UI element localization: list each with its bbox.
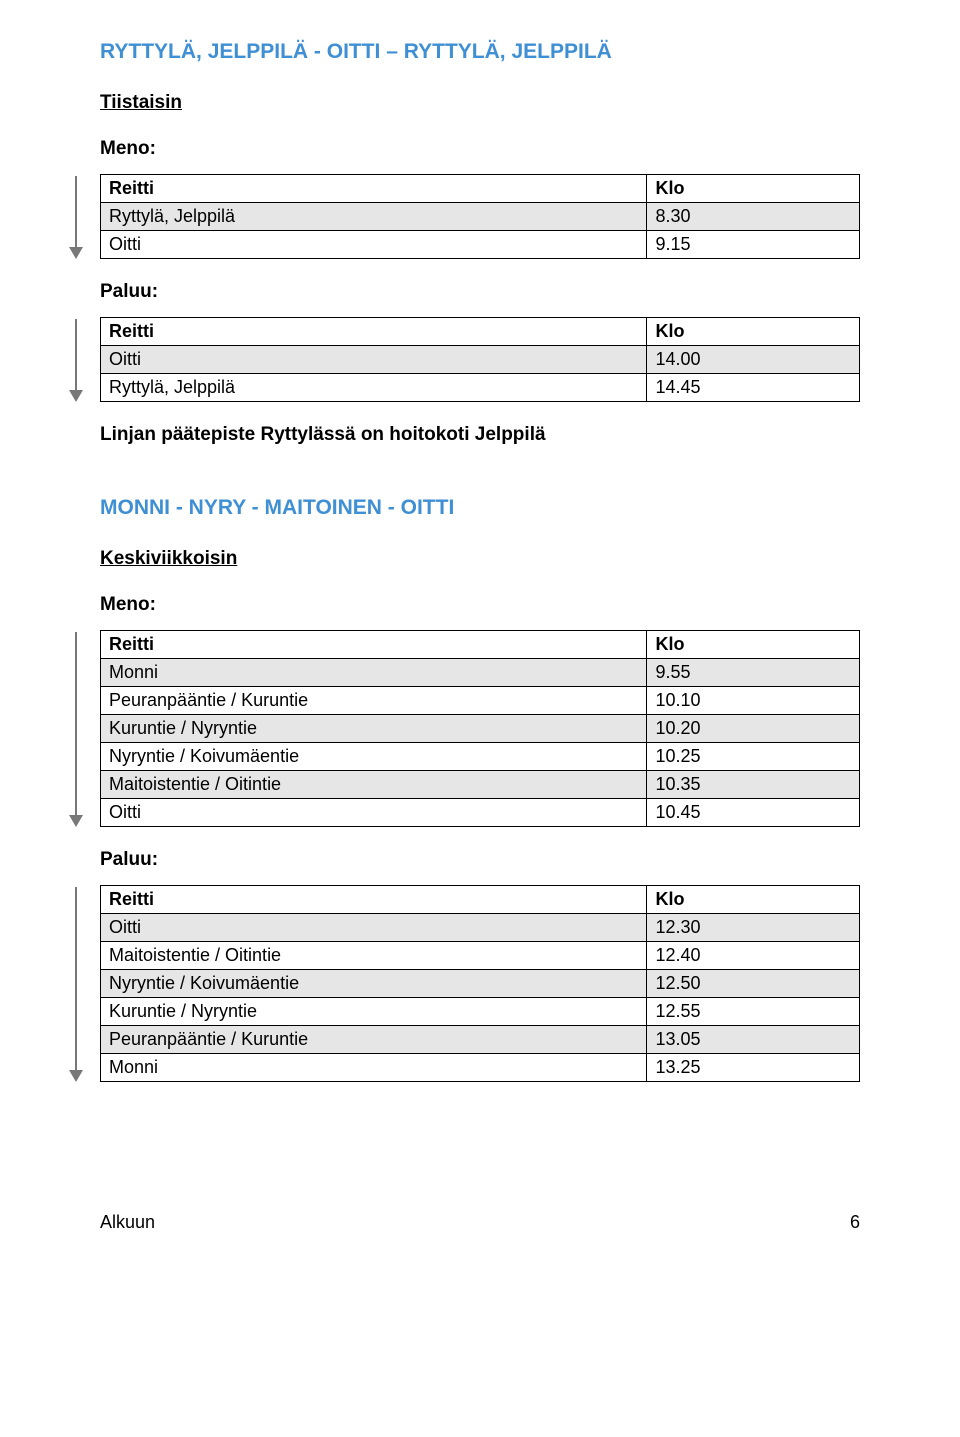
cell-klo: 13.05 [647, 1026, 860, 1054]
paluu-table: Reitti Klo Oitti 14.00 Ryttylä, Jelppilä… [100, 317, 860, 402]
table-row: Ryttylä, Jelppilä 8.30 [101, 203, 860, 231]
cell-klo: 10.45 [647, 799, 860, 827]
cell-klo: 8.30 [647, 203, 860, 231]
cell-klo: 12.40 [647, 942, 860, 970]
cell-klo: 10.20 [647, 715, 860, 743]
col-header-klo: Klo [647, 318, 860, 346]
cell-reitti: Monni [101, 659, 647, 687]
table-row: Kuruntie / Nyryntie 10.20 [101, 715, 860, 743]
cell-reitti: Oitti [101, 914, 647, 942]
meno-table: Reitti Klo Monni 9.55 Peuranpääntie / Ku… [100, 630, 860, 827]
page-number: 6 [850, 1212, 860, 1233]
cell-reitti: Nyryntie / Koivumäentie [101, 970, 647, 998]
day-label: Keskiviikkoisin [100, 548, 860, 570]
cell-reitti: Oitti [101, 799, 647, 827]
cell-klo: 14.00 [647, 346, 860, 374]
table-row: Peuranpääntie / Kuruntie 13.05 [101, 1026, 860, 1054]
day-label: Tiistaisin [100, 92, 860, 114]
route-title: RYTTYLÄ, JELPPILÄ - OITTI – RYTTYLÄ, JEL… [100, 40, 860, 64]
cell-klo: 10.25 [647, 743, 860, 771]
col-header-klo: Klo [647, 886, 860, 914]
cell-klo: 14.45 [647, 374, 860, 402]
meno-table-block: Reitti Klo Monni 9.55 Peuranpääntie / Ku… [100, 630, 860, 827]
cell-reitti: Peuranpääntie / Kuruntie [101, 1026, 647, 1054]
cell-klo: 12.55 [647, 998, 860, 1026]
table-row: Nyryntie / Koivumäentie 10.25 [101, 743, 860, 771]
down-arrow-icon [66, 630, 86, 827]
cell-klo: 12.30 [647, 914, 860, 942]
cell-reitti: Oitti [101, 346, 647, 374]
cell-klo: 13.25 [647, 1054, 860, 1082]
cell-reitti: Ryttylä, Jelppilä [101, 374, 647, 402]
table-row: Ryttylä, Jelppilä 14.45 [101, 374, 860, 402]
table-row: Peuranpääntie / Kuruntie 10.10 [101, 687, 860, 715]
col-header-klo: Klo [647, 175, 860, 203]
paluu-table-block: Reitti Klo Oitti 14.00 Ryttylä, Jelppilä… [100, 317, 860, 402]
col-header-reitti: Reitti [101, 631, 647, 659]
cell-reitti: Maitoistentie / Oitintie [101, 771, 647, 799]
table-row: Monni 13.25 [101, 1054, 860, 1082]
back-to-top-link[interactable]: Alkuun [100, 1212, 155, 1233]
table-row: Oitti 12.30 [101, 914, 860, 942]
meno-label: Meno: [100, 594, 860, 616]
cell-klo: 10.35 [647, 771, 860, 799]
cell-reitti: Kuruntie / Nyryntie [101, 998, 647, 1026]
col-header-klo: Klo [647, 631, 860, 659]
paluu-table-block: Reitti Klo Oitti 12.30 Maitoistentie / O… [100, 885, 860, 1082]
cell-reitti: Peuranpääntie / Kuruntie [101, 687, 647, 715]
cell-klo: 9.15 [647, 231, 860, 259]
meno-table-block: Reitti Klo Ryttylä, Jelppilä 8.30 Oitti … [100, 174, 860, 259]
meno-label: Meno: [100, 138, 860, 160]
col-header-reitti: Reitti [101, 318, 647, 346]
table-row: Kuruntie / Nyryntie 12.55 [101, 998, 860, 1026]
col-header-reitti: Reitti [101, 886, 647, 914]
paluu-table: Reitti Klo Oitti 12.30 Maitoistentie / O… [100, 885, 860, 1082]
cell-reitti: Maitoistentie / Oitintie [101, 942, 647, 970]
cell-reitti: Nyryntie / Koivumäentie [101, 743, 647, 771]
route-title: MONNI - NYRY - MAITOINEN - OITTI [100, 496, 860, 520]
table-row: Oitti 14.00 [101, 346, 860, 374]
cell-reitti: Oitti [101, 231, 647, 259]
endpoint-note: Linjan päätepiste Ryttylässä on hoitokot… [100, 424, 860, 446]
cell-klo: 10.10 [647, 687, 860, 715]
cell-reitti: Ryttylä, Jelppilä [101, 203, 647, 231]
table-row: Nyryntie / Koivumäentie 12.50 [101, 970, 860, 998]
page-footer: Alkuun 6 [100, 1212, 860, 1233]
col-header-reitti: Reitti [101, 175, 647, 203]
table-row: Maitoistentie / Oitintie 10.35 [101, 771, 860, 799]
cell-klo: 12.50 [647, 970, 860, 998]
table-row: Monni 9.55 [101, 659, 860, 687]
paluu-label: Paluu: [100, 281, 860, 303]
table-row: Oitti 9.15 [101, 231, 860, 259]
cell-reitti: Monni [101, 1054, 647, 1082]
meno-table: Reitti Klo Ryttylä, Jelppilä 8.30 Oitti … [100, 174, 860, 259]
down-arrow-icon [66, 885, 86, 1082]
paluu-label: Paluu: [100, 849, 860, 871]
table-row: Oitti 10.45 [101, 799, 860, 827]
down-arrow-icon [66, 174, 86, 259]
table-row: Maitoistentie / Oitintie 12.40 [101, 942, 860, 970]
cell-reitti: Kuruntie / Nyryntie [101, 715, 647, 743]
cell-klo: 9.55 [647, 659, 860, 687]
down-arrow-icon [66, 317, 86, 402]
